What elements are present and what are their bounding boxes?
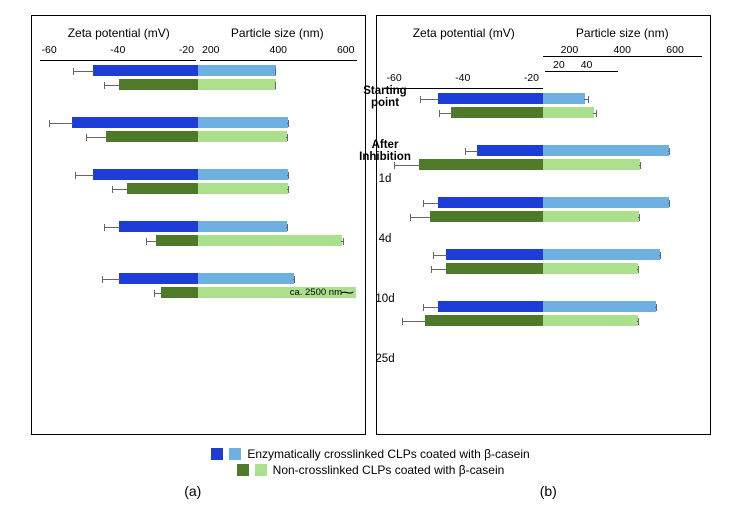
zeta-bar xyxy=(93,65,198,76)
size-bar xyxy=(543,263,638,274)
legend: Enzymatically crosslinked CLPs coated wi… xyxy=(15,447,726,477)
tick-label: 200 xyxy=(561,44,579,56)
zeta-bar xyxy=(93,169,198,180)
size-axis-label: Particle size (nm) xyxy=(198,26,357,40)
label-10d: 10d xyxy=(375,293,394,305)
tick-label: -60 xyxy=(387,72,402,84)
size-bar xyxy=(198,169,288,180)
tick-label: 600 xyxy=(666,44,684,56)
data-row xyxy=(40,221,357,249)
zeta-bar xyxy=(119,273,198,284)
size-bar xyxy=(543,211,639,222)
swatch-blue-light xyxy=(229,448,241,460)
tick-label: -20 xyxy=(179,44,194,56)
tick-label: -60 xyxy=(42,44,57,56)
data-row xyxy=(385,93,702,121)
data-row xyxy=(40,117,357,145)
size-bar xyxy=(198,273,294,284)
zeta-axis-label: Zeta potential (mV) xyxy=(40,26,199,40)
size-bar xyxy=(198,65,276,76)
data-row: ca. 2500 nm⁓ xyxy=(40,273,357,301)
zeta-bar xyxy=(119,221,198,232)
tick-label: 200 xyxy=(202,44,220,56)
tick-label: 600 xyxy=(337,44,355,56)
label-after1: After xyxy=(372,139,399,151)
size-bar xyxy=(198,183,288,194)
zeta-bar xyxy=(119,79,198,90)
data-row xyxy=(385,145,702,173)
size-bar xyxy=(543,145,669,156)
legend-non: Non-crosslinked CLPs coated with β-casei… xyxy=(273,463,505,477)
tick-label: 40 xyxy=(581,59,593,71)
size-bar xyxy=(543,315,638,326)
label-starting2: point xyxy=(371,97,399,109)
size-bar xyxy=(543,107,594,118)
data-row xyxy=(40,169,357,197)
label-4d: 4d xyxy=(379,233,392,245)
sublabel-b: (b) xyxy=(540,483,557,499)
zeta-bar xyxy=(446,249,543,260)
zeta-bar xyxy=(430,211,543,222)
swatch-blue-dark xyxy=(211,448,223,460)
zeta-bar xyxy=(425,315,544,326)
note-2500: ca. 2500 nm xyxy=(290,287,342,298)
zeta-bar xyxy=(477,145,543,156)
size-bar xyxy=(198,117,288,128)
tick-label: 400 xyxy=(613,44,631,56)
size-bar: ca. 2500 nm⁓ xyxy=(198,287,356,298)
zeta-bar xyxy=(72,117,198,128)
zeta-bar xyxy=(106,131,198,142)
legend-enz: Enzymatically crosslinked CLPs coated wi… xyxy=(247,447,529,461)
swatch-green-light xyxy=(255,464,267,476)
zeta-bar xyxy=(161,287,198,298)
zeta-bar xyxy=(438,197,543,208)
swatch-green-dark xyxy=(237,464,249,476)
size-bar xyxy=(543,301,656,312)
label-starting1: Starting xyxy=(363,85,406,97)
tick-label: -40 xyxy=(455,72,470,84)
data-row xyxy=(385,249,702,277)
size-bar xyxy=(543,159,640,170)
zeta-bar xyxy=(446,263,543,274)
size-axis-label: Particle size (nm) xyxy=(543,26,702,40)
sublabel-a: (a) xyxy=(184,483,201,499)
data-row xyxy=(385,197,702,225)
size-bar xyxy=(198,235,342,246)
zeta-bar xyxy=(127,183,198,194)
zeta-bar xyxy=(438,93,543,104)
size-bar xyxy=(198,79,276,90)
label-after2: Inhibition xyxy=(359,151,411,163)
zeta-bar xyxy=(156,235,198,246)
size-bar xyxy=(543,197,669,208)
size-bar xyxy=(198,131,287,142)
label-25d: 25d xyxy=(375,353,394,365)
data-row xyxy=(385,301,702,329)
label-1d: 1d xyxy=(379,173,392,185)
size-bar xyxy=(198,221,287,232)
zeta-bar xyxy=(438,301,543,312)
zeta-bar xyxy=(419,159,543,170)
data-row xyxy=(40,65,357,93)
tick-label: 20 xyxy=(553,59,565,71)
squiggle-icon: ⁓ xyxy=(340,284,354,301)
tick-label: 400 xyxy=(269,44,287,56)
tick-label: -20 xyxy=(524,72,539,84)
zeta-axis-label: Zeta potential (mV) xyxy=(385,26,544,40)
size-bar xyxy=(543,249,660,260)
zeta-bar xyxy=(451,107,543,118)
tick-label: -40 xyxy=(110,44,125,56)
size-bar xyxy=(543,93,585,104)
